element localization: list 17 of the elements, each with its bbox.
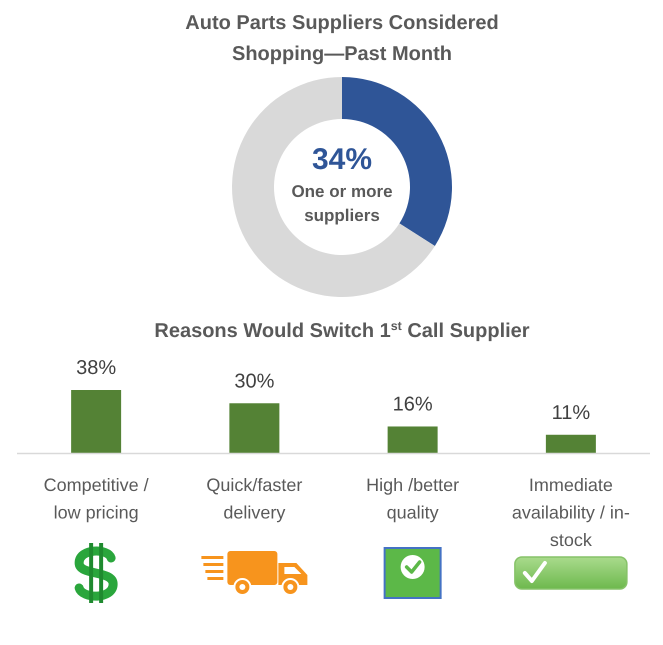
chart-title: Reasons Would Switch 1$^{st}$ Call Supplier <box>154 319 530 342</box>
slice-label: One or more suppliers <box>291 182 393 225</box>
x-tick-label: High /better quality <box>366 475 460 522</box>
bar <box>388 426 438 453</box>
data-label: 38% <box>76 357 116 379</box>
data-label: 30% <box>234 370 275 392</box>
bar <box>71 390 122 453</box>
data-label: 11% <box>552 402 590 424</box>
donut-slice <box>232 77 435 297</box>
chart-title: Auto Parts Suppliers Considered Shopping—Past Month <box>185 12 499 65</box>
x-tick-label: Immediate availability / in-stock <box>512 475 630 550</box>
bar <box>229 403 280 453</box>
x-tick-label: Competitive / low pricing <box>44 475 149 522</box>
bar <box>546 434 596 453</box>
x-tick-label: Quick/faster delivery <box>206 475 302 522</box>
data-label: 34% <box>312 143 372 176</box>
data-label: 16% <box>392 393 433 416</box>
